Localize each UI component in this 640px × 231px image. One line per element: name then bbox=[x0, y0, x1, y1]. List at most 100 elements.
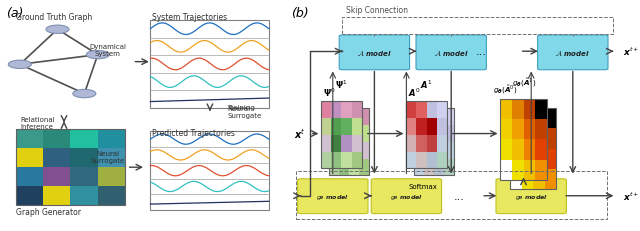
Text: Neural
Surrogate: Neural Surrogate bbox=[227, 106, 262, 119]
Bar bbox=[359, 142, 369, 159]
Bar bbox=[535, 99, 547, 120]
FancyBboxPatch shape bbox=[150, 21, 269, 109]
Text: $g_{\boldsymbol{\theta}}$ model: $g_{\boldsymbol{\theta}}$ model bbox=[515, 192, 548, 201]
Bar bbox=[329, 159, 339, 176]
Bar bbox=[339, 142, 349, 159]
Bar bbox=[524, 140, 535, 160]
Bar bbox=[545, 169, 556, 189]
Bar bbox=[359, 109, 369, 125]
Bar bbox=[16, 148, 44, 167]
Bar bbox=[533, 129, 545, 149]
Text: Skip Connection: Skip Connection bbox=[346, 6, 408, 15]
Text: Predicted Trajectories: Predicted Trajectories bbox=[152, 128, 234, 137]
Bar bbox=[97, 167, 125, 187]
Text: $\boldsymbol{x}^{t+1}$: $\boldsymbol{x}^{t+1}$ bbox=[623, 46, 640, 58]
Bar bbox=[332, 102, 342, 118]
Bar bbox=[406, 118, 417, 135]
Text: Dynamical
System: Dynamical System bbox=[89, 44, 126, 57]
Bar bbox=[414, 109, 454, 176]
Bar bbox=[500, 99, 512, 120]
Bar bbox=[339, 125, 349, 142]
Bar bbox=[97, 187, 125, 206]
Bar bbox=[533, 169, 545, 189]
Bar bbox=[329, 125, 339, 142]
Bar bbox=[349, 109, 359, 125]
Bar bbox=[321, 102, 362, 169]
Bar bbox=[414, 125, 424, 142]
Bar bbox=[522, 109, 533, 129]
Text: Graph Generator: Graph Generator bbox=[16, 207, 81, 216]
Bar bbox=[329, 109, 339, 125]
Circle shape bbox=[46, 26, 69, 34]
Bar bbox=[406, 102, 447, 169]
Bar bbox=[349, 142, 359, 159]
Bar bbox=[414, 109, 424, 125]
Bar bbox=[436, 102, 447, 118]
Bar bbox=[321, 152, 332, 169]
Bar bbox=[424, 142, 435, 159]
Bar bbox=[97, 129, 125, 149]
Bar bbox=[522, 129, 533, 149]
Bar bbox=[406, 135, 417, 152]
Bar bbox=[427, 135, 436, 152]
Bar bbox=[44, 167, 70, 187]
Text: $\boldsymbol{x}^t$: $\boldsymbol{x}^t$ bbox=[294, 127, 305, 141]
Bar bbox=[500, 99, 547, 180]
Bar bbox=[512, 160, 524, 180]
Bar bbox=[417, 135, 427, 152]
Bar bbox=[339, 159, 349, 176]
Text: $\mathcal{A}$ model: $\mathcal{A}$ model bbox=[556, 49, 590, 58]
Bar bbox=[512, 140, 524, 160]
Bar bbox=[16, 187, 44, 206]
Bar bbox=[70, 167, 98, 187]
Bar bbox=[97, 148, 125, 167]
Text: Relational
Inference: Relational Inference bbox=[20, 116, 55, 129]
Circle shape bbox=[73, 90, 96, 98]
Bar bbox=[359, 125, 369, 142]
Bar bbox=[510, 109, 522, 129]
Bar bbox=[351, 118, 362, 135]
Bar bbox=[435, 125, 444, 142]
Bar bbox=[444, 159, 454, 176]
FancyBboxPatch shape bbox=[371, 179, 442, 214]
Text: ...: ... bbox=[454, 191, 465, 201]
Bar bbox=[321, 102, 332, 118]
Text: $\mathcal{A}$ model: $\mathcal{A}$ model bbox=[357, 49, 392, 58]
Bar bbox=[351, 152, 362, 169]
Bar bbox=[444, 109, 454, 125]
Bar bbox=[321, 135, 332, 152]
Bar bbox=[533, 149, 545, 169]
Bar bbox=[329, 109, 369, 176]
Bar bbox=[70, 148, 98, 167]
Bar bbox=[349, 125, 359, 142]
Bar bbox=[545, 109, 556, 129]
Bar bbox=[535, 119, 547, 140]
Bar bbox=[349, 159, 359, 176]
Bar bbox=[435, 109, 444, 125]
Bar bbox=[417, 118, 427, 135]
Bar bbox=[510, 169, 522, 189]
Bar bbox=[535, 160, 547, 180]
Bar bbox=[424, 109, 435, 125]
Bar bbox=[70, 129, 98, 149]
Bar bbox=[524, 99, 535, 120]
Text: System Trajectories: System Trajectories bbox=[152, 13, 227, 22]
Bar bbox=[359, 159, 369, 176]
FancyBboxPatch shape bbox=[538, 36, 608, 70]
Text: $\boldsymbol{\Psi}^0$: $\boldsymbol{\Psi}^0$ bbox=[323, 86, 335, 98]
Bar bbox=[16, 129, 125, 206]
Bar bbox=[510, 109, 556, 189]
Text: $g_{\boldsymbol{\theta}}(\tilde{\boldsymbol{A}}^1)$: $g_{\boldsymbol{\theta}}(\tilde{\boldsym… bbox=[512, 76, 536, 88]
Bar bbox=[500, 160, 512, 180]
Bar bbox=[332, 152, 342, 169]
Bar bbox=[329, 142, 339, 159]
Bar bbox=[444, 142, 454, 159]
Bar bbox=[545, 129, 556, 149]
Bar bbox=[16, 167, 44, 187]
FancyBboxPatch shape bbox=[496, 179, 566, 214]
Bar bbox=[321, 118, 332, 135]
Bar bbox=[342, 152, 351, 169]
Text: ...: ... bbox=[476, 47, 486, 57]
Bar bbox=[424, 159, 435, 176]
Bar bbox=[535, 140, 547, 160]
